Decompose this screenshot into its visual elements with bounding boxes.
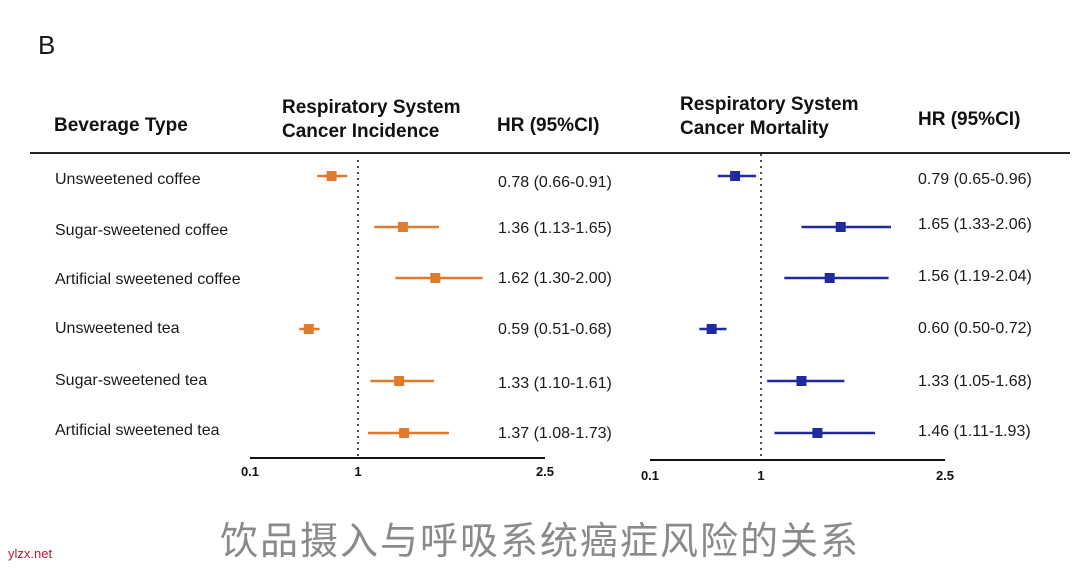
hr-value-left: 1.62 (1.30-2.00) (498, 270, 612, 287)
header-beverage-type: Beverage Type (54, 115, 188, 136)
hr-marker (796, 376, 807, 386)
header-hr-left: HR (95%CI) (497, 115, 600, 136)
hr-marker (730, 171, 741, 181)
row-label: Unsweetened tea (55, 320, 180, 337)
hr-value-right: 1.46 (1.11-1.93) (918, 423, 1031, 440)
row-label: Sugar-sweetened tea (55, 372, 208, 389)
hr-value-left: 0.78 (0.66-0.91) (498, 174, 612, 191)
row-label: Unsweetened coffee (55, 171, 201, 188)
hr-value-right: 0.79 (0.65-0.96) (918, 171, 1032, 188)
hr-marker (397, 222, 408, 232)
hr-marker (303, 324, 314, 334)
hr-value-right: 1.33 (1.05-1.68) (918, 373, 1032, 390)
header-incidence-line2: Cancer Incidence (282, 121, 440, 142)
header-mortality: Respiratory System Cancer Mortality (680, 93, 858, 141)
hr-value-left: 1.37 (1.08-1.73) (498, 425, 612, 442)
hr-marker (706, 324, 717, 334)
x-tick-label: 0.1 (241, 464, 259, 479)
x-tick-label: 0.1 (641, 468, 659, 483)
hr-marker (326, 171, 337, 181)
header-mortality-line2: Cancer Mortality (680, 118, 829, 139)
header-mortality-line1: Respiratory System (680, 94, 859, 115)
hr-marker (824, 273, 835, 283)
x-tick-label: 1 (757, 468, 764, 483)
row-label: Artificial sweetened tea (55, 422, 220, 439)
hr-marker (812, 428, 823, 438)
header-hr-right: HR (95%CI) (918, 109, 1021, 130)
hr-marker (394, 376, 405, 386)
header-divider (30, 152, 1070, 154)
caption: 饮品摄入与呼吸系统癌症风险的关系 (219, 519, 860, 563)
x-tick-label: 2.5 (536, 464, 554, 479)
hr-marker (430, 273, 441, 283)
row-label: Sugar-sweetened coffee (55, 222, 229, 239)
hr-marker (835, 222, 846, 232)
row-label: Artificial sweetened coffee (55, 271, 241, 288)
hr-value-right: 1.65 (1.33-2.06) (918, 216, 1032, 233)
hr-value-left: 1.36 (1.13-1.65) (498, 220, 612, 237)
header-incidence: Respiratory System Cancer Incidence (282, 96, 460, 144)
hr-marker (399, 428, 410, 438)
hr-value-left: 0.59 (0.51-0.68) (498, 321, 612, 338)
x-tick-label: 2.5 (936, 468, 954, 483)
watermark: ylzx.net (8, 546, 53, 561)
panel-letter: B (38, 30, 56, 60)
x-tick-label: 1 (354, 464, 361, 479)
hr-value-right: 0.60 (0.50-0.72) (918, 320, 1032, 337)
hr-value-left: 1.33 (1.10-1.61) (498, 375, 612, 392)
header-incidence-line1: Respiratory System (282, 97, 461, 118)
hr-value-right: 1.56 (1.19-2.04) (918, 268, 1032, 285)
